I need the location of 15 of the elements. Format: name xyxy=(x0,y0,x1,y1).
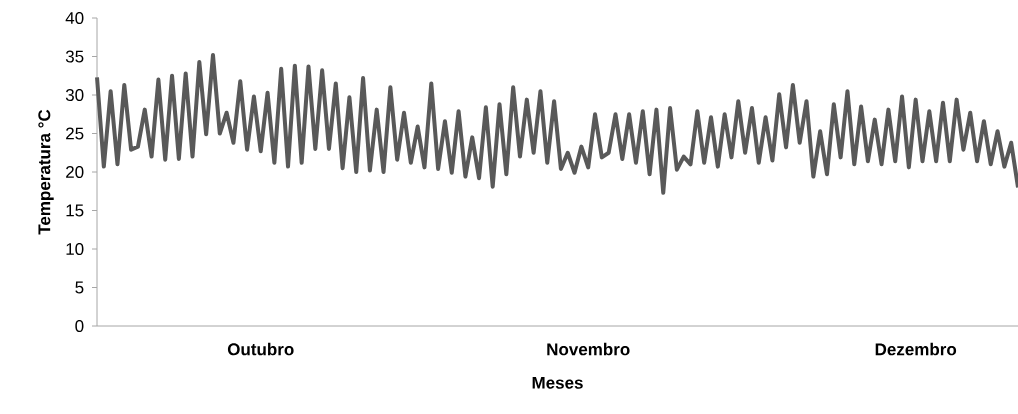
y-tick-label: 40 xyxy=(65,11,84,25)
y-axis-title: Temperatura °C xyxy=(38,109,54,235)
y-tick-label: 35 xyxy=(65,50,84,63)
x-axis-title: Meses xyxy=(532,376,583,389)
y-tick-label: 20 xyxy=(66,165,84,179)
line-series xyxy=(95,52,1018,195)
y-tick-label: 30 xyxy=(65,88,84,102)
y-tick-label: 5 xyxy=(75,281,84,294)
y-tick-label: 0 xyxy=(75,319,84,333)
y-tick-label: 15 xyxy=(66,204,84,217)
x-tick-label: Dezembro xyxy=(875,342,957,356)
y-tick-label: 10 xyxy=(66,242,84,256)
y-tick-label: 25 xyxy=(66,127,84,140)
x-tick-label: Outubro xyxy=(227,342,294,356)
x-tick-label: Novembro xyxy=(547,342,630,356)
